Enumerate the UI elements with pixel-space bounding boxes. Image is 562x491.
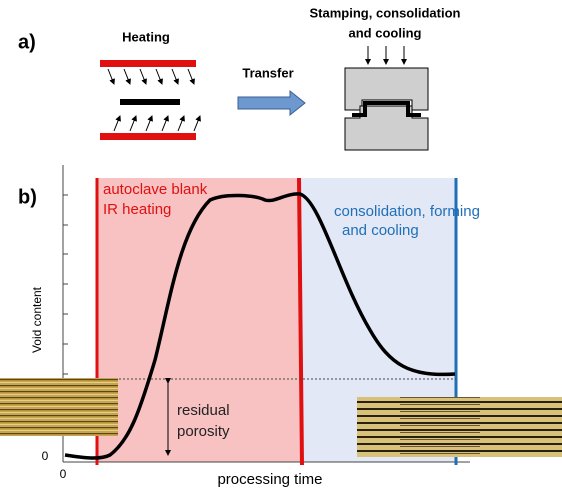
- stamping-label: and cooling: [349, 25, 422, 40]
- blank: [120, 99, 180, 105]
- stamping-label: Stamping, consolidation: [310, 5, 461, 20]
- upper-die: [344, 67, 429, 111]
- part: [352, 101, 421, 117]
- zone-label: and cooling: [342, 222, 419, 239]
- heating-zone: [97, 178, 300, 462]
- heater-top: [100, 60, 196, 67]
- heating-label: Heating: [122, 29, 170, 44]
- zone-boundary: [297, 177, 304, 466]
- heater-bottom: [100, 133, 196, 140]
- press-arrows: [365, 46, 407, 65]
- panel-label: b): [18, 186, 37, 208]
- annotation: porosity: [177, 423, 230, 440]
- panel-label: a): [18, 31, 36, 53]
- void-curve: [64, 192, 456, 460]
- heat-arrows: [107, 68, 201, 132]
- transfer-arrow: [237, 89, 306, 117]
- zone-label: IR heating: [103, 201, 171, 218]
- y-axis-label: Void content: [30, 286, 44, 353]
- annotation: residual: [177, 402, 230, 419]
- transfer-label: Transfer: [242, 65, 293, 80]
- lower-die: [344, 105, 429, 151]
- x-origin: 0: [60, 467, 67, 481]
- zone-label: autoclave blank: [103, 181, 208, 198]
- y-origin: 0: [42, 449, 49, 463]
- micrograph: [0, 378, 118, 436]
- x-axis-label: processing time: [217, 471, 322, 488]
- micrograph: [357, 397, 562, 457]
- zone-label: consolidation, forming: [334, 203, 480, 220]
